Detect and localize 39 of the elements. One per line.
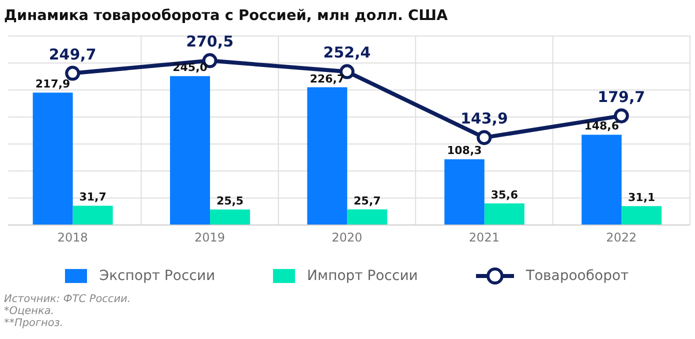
x-tick-label: 2020 bbox=[332, 230, 362, 245]
legend-label: Экспорт России bbox=[99, 268, 216, 284]
data-label: 217,9 bbox=[35, 78, 70, 91]
bar bbox=[582, 134, 622, 225]
data-label: 108,3 bbox=[447, 144, 482, 158]
bar bbox=[32, 92, 73, 225]
bar bbox=[170, 76, 210, 225]
data-label: 179,7 bbox=[598, 88, 646, 106]
bar bbox=[444, 159, 484, 225]
bar bbox=[72, 206, 113, 225]
data-label: 31,1 bbox=[628, 191, 656, 204]
chart-title: Динамика товарооборота с Россией, млн долл. США bbox=[4, 8, 449, 24]
point bbox=[65, 66, 80, 81]
text: *Оценка. bbox=[4, 305, 56, 317]
data-label: 25,5 bbox=[216, 194, 244, 208]
text: **Прогноз. bbox=[4, 317, 64, 329]
x-tick-label: 2019 bbox=[194, 230, 226, 245]
data-label: 245,0 bbox=[172, 61, 208, 74]
bar bbox=[484, 203, 524, 225]
bar bbox=[307, 87, 348, 225]
text: Источник: ФТС России. bbox=[4, 293, 132, 305]
legend-label: Импорт России bbox=[307, 268, 418, 284]
bar bbox=[347, 209, 388, 225]
bar bbox=[622, 206, 662, 225]
data-label: 25,7 bbox=[354, 194, 381, 208]
bar bbox=[210, 210, 250, 225]
data-label: 249,7 bbox=[48, 45, 96, 64]
data-label: 148,6 bbox=[584, 120, 620, 133]
data-label: 252,4 bbox=[323, 44, 371, 62]
data-label: 143,9 bbox=[460, 110, 508, 128]
data-label: 270,5 bbox=[186, 32, 234, 51]
x-tick-label: 2018 bbox=[57, 230, 88, 245]
data-label: 31,7 bbox=[79, 190, 106, 204]
data-label: 35,6 bbox=[490, 188, 518, 202]
data-label: 226,7 bbox=[310, 72, 345, 86]
legend-label: Товарооборот bbox=[526, 268, 629, 284]
point bbox=[476, 130, 492, 146]
x-tick-label: 2022 bbox=[606, 230, 637, 245]
x-tick-label: 2021 bbox=[468, 230, 500, 245]
